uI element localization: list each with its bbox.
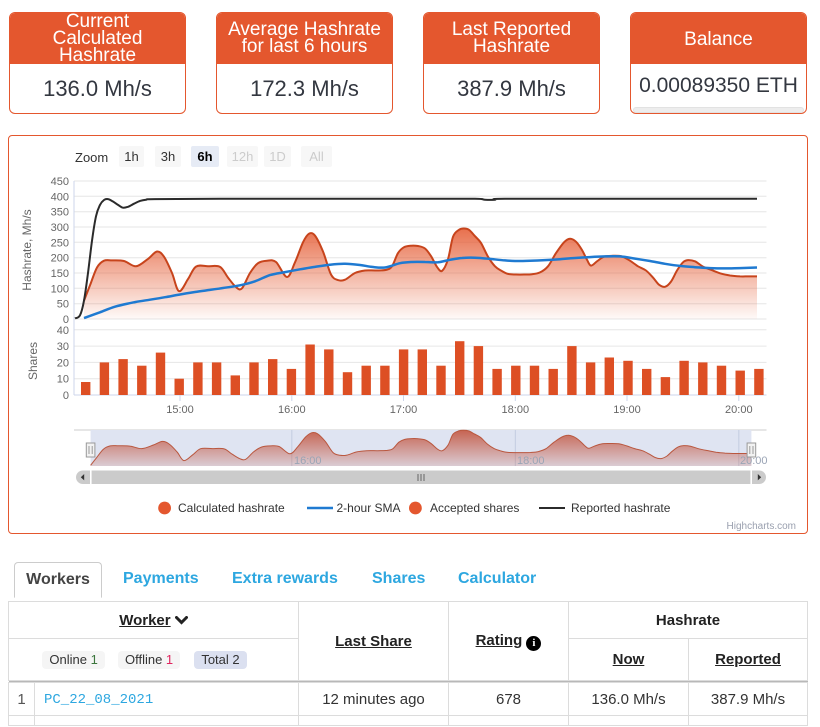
svg-text:20:00: 20:00	[740, 455, 768, 467]
svg-text:18:00: 18:00	[502, 404, 530, 416]
svg-text:30: 30	[57, 341, 69, 353]
svg-text:400: 400	[51, 191, 69, 203]
svg-text:Shares: Shares	[26, 342, 40, 380]
svg-text:15:00: 15:00	[166, 404, 194, 416]
svg-text:50: 50	[57, 299, 69, 311]
svg-text:Accepted shares: Accepted shares	[430, 501, 519, 515]
svg-text:300: 300	[51, 222, 69, 234]
svg-text:0: 0	[63, 390, 69, 402]
svg-text:Highcharts.com: Highcharts.com	[727, 521, 796, 532]
svg-text:Hashrate, Mh/s: Hashrate, Mh/s	[20, 209, 34, 290]
svg-text:450: 450	[51, 176, 69, 188]
svg-text:250: 250	[51, 237, 69, 249]
svg-text:16:00: 16:00	[278, 404, 306, 416]
svg-text:19:00: 19:00	[613, 404, 641, 416]
svg-text:16:00: 16:00	[294, 455, 322, 467]
svg-text:Reported hashrate: Reported hashrate	[571, 501, 671, 515]
svg-text:200: 200	[51, 253, 69, 265]
svg-text:20:00: 20:00	[725, 404, 753, 416]
svg-text:0: 0	[63, 314, 69, 326]
svg-text:2-hour SMA: 2-hour SMA	[337, 501, 401, 515]
svg-text:Calculated hashrate: Calculated hashrate	[178, 501, 285, 515]
svg-text:150: 150	[51, 268, 69, 280]
svg-text:20: 20	[57, 357, 69, 369]
svg-text:18:00: 18:00	[517, 455, 545, 467]
svg-text:10: 10	[57, 374, 69, 386]
svg-text:350: 350	[51, 207, 69, 219]
svg-text:40: 40	[57, 325, 69, 337]
svg-text:17:00: 17:00	[390, 404, 418, 416]
svg-text:100: 100	[51, 283, 69, 295]
